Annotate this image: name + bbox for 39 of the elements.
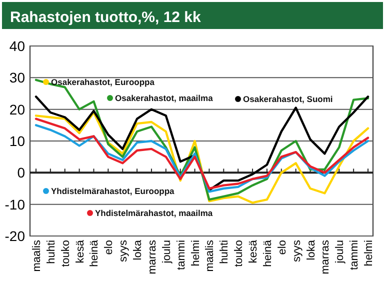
y-tick-label: 20 [9, 101, 26, 118]
chart-title: Rahastojen tuotto,%, 12 kk [10, 9, 202, 26]
y-tick-label: 40 [9, 38, 26, 54]
x-tick-label: joulu [334, 240, 346, 264]
x-tick-label: loka [132, 239, 144, 260]
x-tick-label: syys [290, 240, 303, 262]
legend-label: Osakerahastot, maailma [115, 93, 214, 103]
x-tick-label: elo [103, 240, 116, 255]
x-tick-label: heinä [88, 239, 101, 267]
x-tick-label: huhti [218, 240, 231, 264]
x-tick-label: touko [233, 240, 246, 267]
y-tick-label: 30 [9, 70, 26, 86]
x-tick-label: joulu [160, 240, 173, 264]
legend-label: Osakerahastot, Eurooppa [51, 77, 155, 87]
x-tick-label: elo [276, 240, 288, 255]
y-tick-label: -10 [4, 196, 26, 212]
x-tick-label: syys [118, 240, 130, 262]
x-tick-label: helmi [363, 240, 375, 266]
x-tick-label: touko [60, 240, 72, 267]
y-tick-label: 0 [17, 164, 26, 181]
x-tick-label: loka [305, 239, 318, 260]
legend-label: Osakerahastot, Suomi [243, 94, 333, 104]
x-tick-label: kesä [248, 239, 260, 264]
x-tick-label: kesä [74, 239, 86, 264]
x-tick-label: tammi [348, 240, 361, 270]
x-tick-label: marras [146, 240, 158, 274]
y-tick-label: 10 [9, 133, 26, 149]
line-series [34, 111, 370, 204]
x-tick-label: marras [320, 240, 332, 274]
y-tick-label: -20 [4, 228, 26, 244]
x-tick-label: maalis [204, 240, 216, 272]
x-tick-label: helmi [190, 240, 202, 266]
x-tick-label: huhti [45, 240, 58, 264]
legend-label: Yhdistelmärahastot, Eurooppa [51, 186, 175, 196]
x-tick-label: heinä [262, 239, 274, 267]
x-tick-label: maalis [31, 240, 43, 272]
line-series [34, 78, 370, 201]
x-tick-label: tammi [175, 240, 188, 270]
legend-label: Yhdistelmärahastot, maailma [95, 208, 213, 218]
